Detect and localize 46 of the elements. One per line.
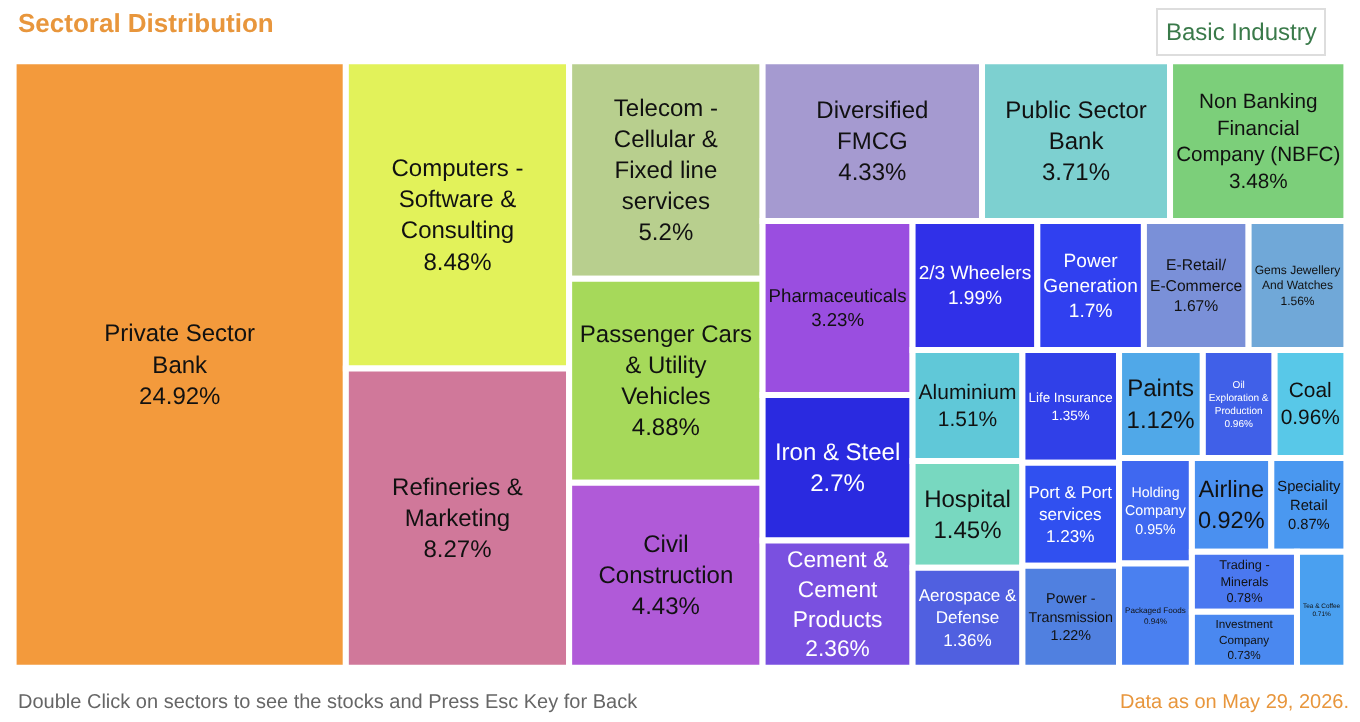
data-label: 0.92%: [1197, 508, 1266, 534]
data-label: 3.71%: [1042, 158, 1111, 187]
data-label: 5.2%: [638, 218, 694, 247]
text: Sectoral Distribution: [18, 8, 274, 38]
data-label: 4.88%: [631, 413, 701, 442]
category-label: Hospital: [924, 484, 1011, 513]
category-label: Airline: [1198, 477, 1265, 504]
category-label: Public Sector Bank: [1005, 95, 1147, 156]
category-label: Coal: [1288, 381, 1332, 404]
category-label: Telecom - Cellular & Fixed line services: [613, 93, 718, 216]
category-label: Passenger Cars & Utility Vehicles: [579, 319, 752, 411]
category-label: Iron & Steel: [774, 438, 901, 467]
data-label: 1.51%: [937, 410, 998, 433]
data-label: 1.36%: [943, 629, 993, 650]
category-label: Refineries & Marketing: [392, 472, 523, 533]
category-label: Non Banking Financial Company (NBFC): [1176, 91, 1341, 168]
category-label: Power Generation: [1043, 250, 1138, 298]
data-label: 8.48%: [423, 247, 493, 276]
data-label: 4.33%: [838, 158, 907, 187]
data-label: 3.23%: [811, 310, 865, 331]
data-label: 8.27%: [423, 535, 493, 564]
category-label: Private Sector Bank: [104, 319, 256, 379]
category-label: Computers - Software & Consulting: [391, 154, 524, 245]
data-label: 1.45%: [933, 515, 1003, 544]
data-label: 2.36%: [805, 638, 870, 663]
category-label: Diversified FMCG: [816, 95, 929, 156]
category-label: Port & Port services: [1028, 481, 1114, 525]
text: Data as on May 29, 2026.: [1120, 692, 1350, 714]
data-label: 1.23%: [1046, 526, 1096, 547]
category-label: Aerospace & Defense: [918, 585, 1017, 628]
data-label: 2.7%: [810, 469, 866, 498]
category-label: Aluminium: [918, 382, 1017, 405]
data-label: 4.43%: [631, 592, 701, 621]
data-label: 0.96%: [1280, 408, 1340, 431]
category-label: Paints: [1127, 374, 1194, 403]
data-label: 3.48%: [1228, 172, 1288, 195]
category-label: Pharmaceuticals: [768, 286, 908, 307]
category-label: Civil Construction: [598, 530, 734, 590]
text: Basic Industry: [1166, 18, 1317, 46]
data-label: 1.12%: [1126, 405, 1196, 434]
data-label: 24.92%: [139, 381, 222, 410]
data-label: 1.7%: [1068, 300, 1114, 323]
category-label: 2/3 Wheelers: [918, 263, 1032, 286]
category-label: Cement & Cement Products: [787, 549, 889, 633]
text: Double Click on sectors to see the stocks and Press Esc Key for Back: [18, 692, 640, 714]
data-label: 1.99%: [947, 288, 1004, 311]
